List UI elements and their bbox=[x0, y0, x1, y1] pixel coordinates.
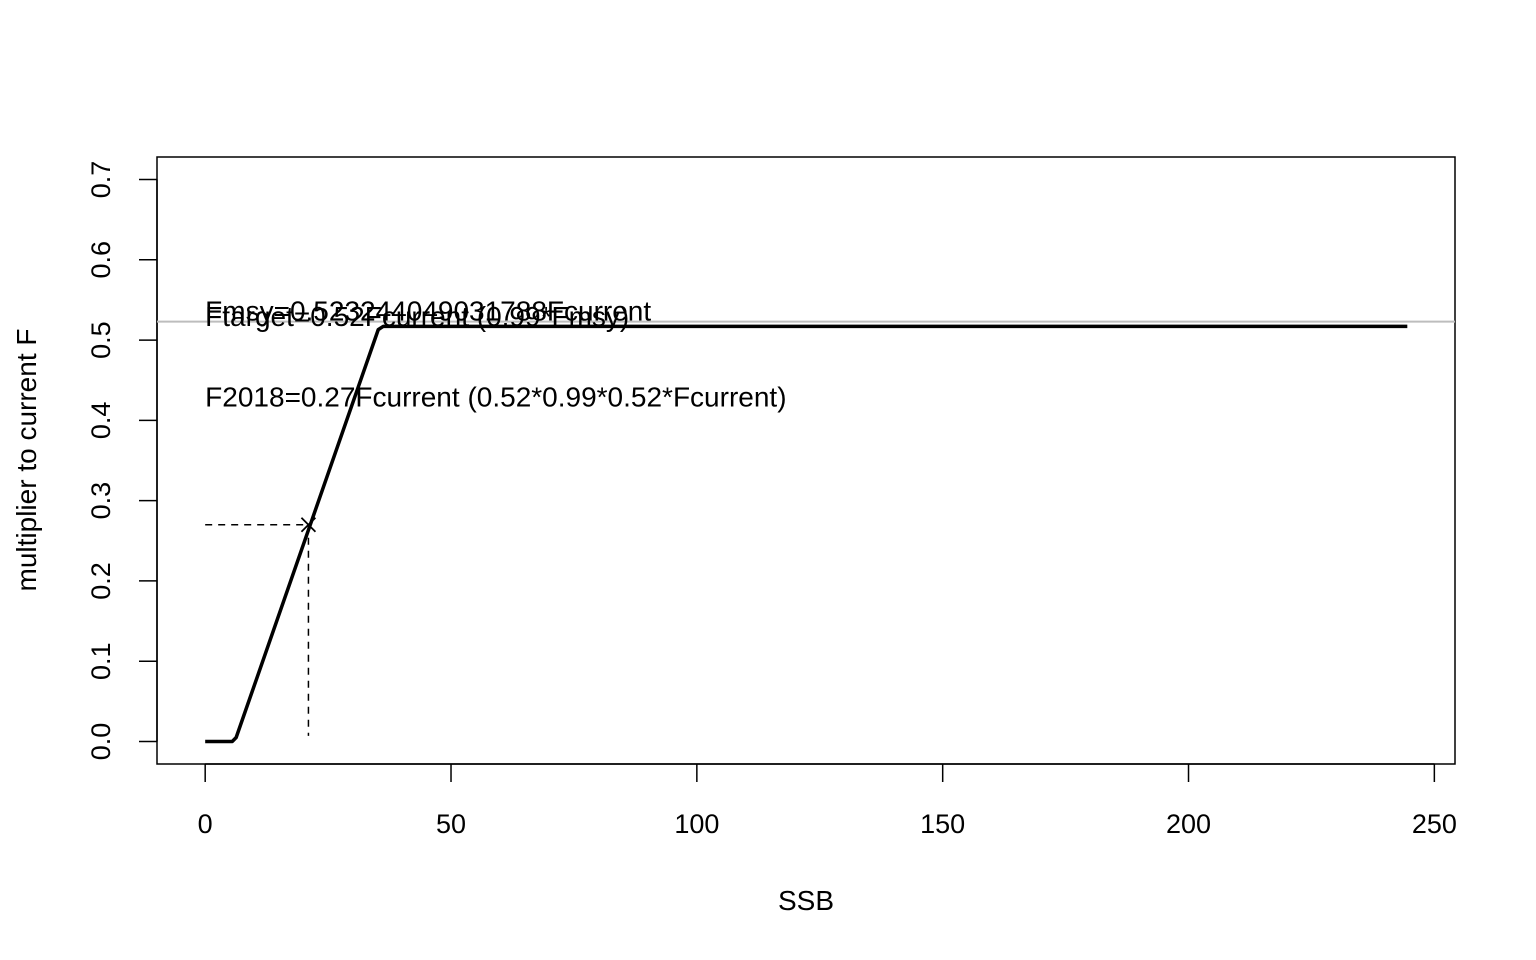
x-axis: 0 50 100 150 200 250 bbox=[198, 763, 1457, 839]
y-tick-label: 0.3 bbox=[86, 482, 116, 520]
y-tick-label: 0.4 bbox=[86, 402, 116, 440]
plot-area-frame bbox=[156, 156, 1456, 765]
y-axis: 0.0 0.1 0.2 0.3 0.4 0.5 0.6 0.7 bbox=[86, 161, 158, 761]
x-axis-title: SSB bbox=[778, 885, 834, 916]
marks bbox=[157, 320, 1455, 744]
y-tick-label: 0.7 bbox=[86, 161, 116, 199]
x-tick-label: 0 bbox=[198, 809, 213, 839]
hcr-line bbox=[205, 324, 1408, 744]
x-tick-label: 100 bbox=[674, 809, 719, 839]
y-tick-label: 0.2 bbox=[86, 562, 116, 600]
y-tick-label: 0.0 bbox=[86, 723, 116, 761]
y-axis-title: multiplier to current F bbox=[11, 329, 42, 592]
x-tick-label: 250 bbox=[1412, 809, 1457, 839]
y-tick-label: 0.6 bbox=[86, 241, 116, 279]
x-tick-label: 150 bbox=[920, 809, 965, 839]
y-tick-label: 0.5 bbox=[86, 321, 116, 359]
y-tick-label: 0.1 bbox=[86, 642, 116, 680]
annotations: Fmsy=0.523244049031788FcurrentFtarget=0.… bbox=[205, 295, 786, 412]
point-marker-stroke bbox=[300, 517, 317, 533]
annotation-label: Fmsy=0.523244049031788Fcurrent bbox=[205, 295, 651, 326]
x-tick-label: 50 bbox=[436, 809, 466, 839]
f2018-point bbox=[300, 517, 317, 533]
x-tick-label: 200 bbox=[1166, 809, 1211, 839]
annotation-label: Ftarget=0.52Fcurrent (0.99*Fmsy) bbox=[205, 301, 629, 332]
annotation-label: F2018=0.27Fcurrent (0.52*0.99*0.52*Fcurr… bbox=[205, 381, 786, 412]
